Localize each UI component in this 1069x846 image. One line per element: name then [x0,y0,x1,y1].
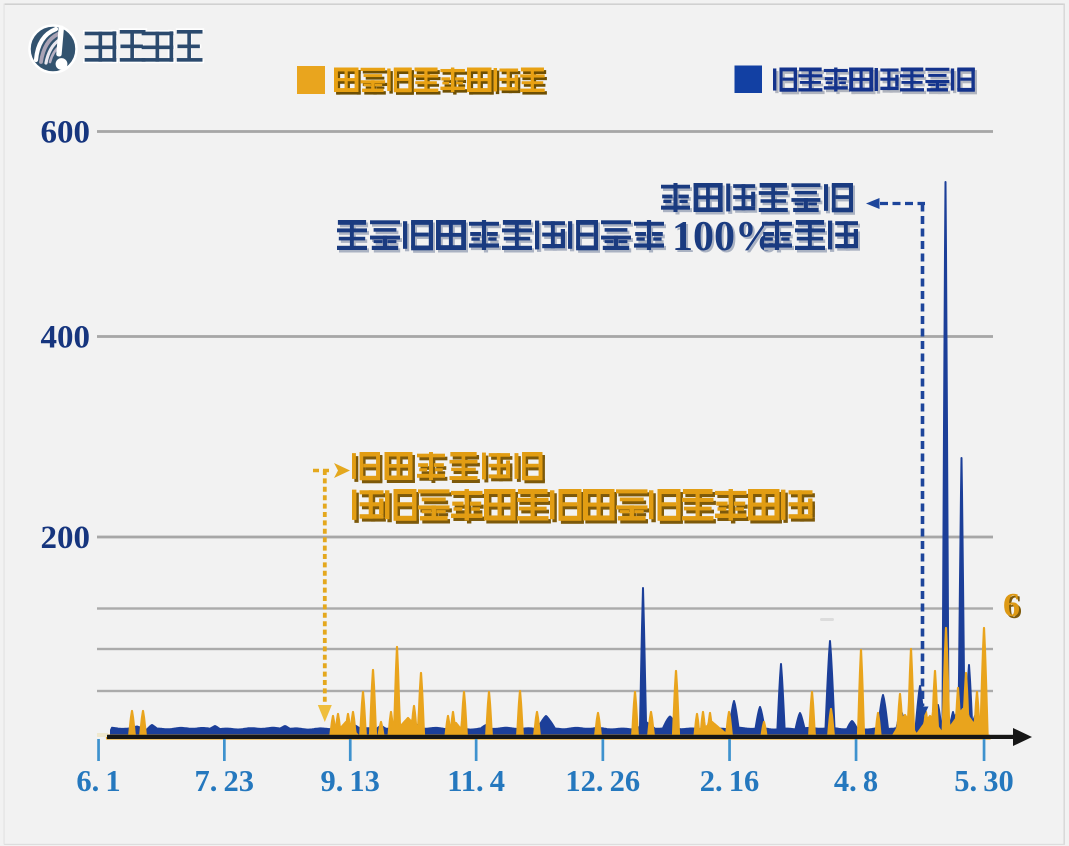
svg-text:100%: 100% [672,214,777,260]
svg-text:6: 6 [1003,587,1020,624]
svg-text:5. 30: 5. 30 [954,764,1013,798]
svg-text:100%: 100% [674,216,779,262]
svg-text:7. 23: 7. 23 [195,764,254,798]
svg-text:2. 16: 2. 16 [700,764,759,798]
svg-text:4. 8: 4. 8 [834,764,878,798]
svg-text:9. 13: 9. 13 [320,764,379,798]
svg-text:11. 4: 11. 4 [447,764,505,798]
svg-text:12. 26: 12. 26 [565,764,640,798]
svg-text:400: 400 [41,320,91,356]
svg-text:6: 6 [1005,589,1022,626]
svg-text:6. 1: 6. 1 [76,764,120,798]
svg-text:200: 200 [41,520,91,556]
svg-text:600: 600 [41,115,91,151]
